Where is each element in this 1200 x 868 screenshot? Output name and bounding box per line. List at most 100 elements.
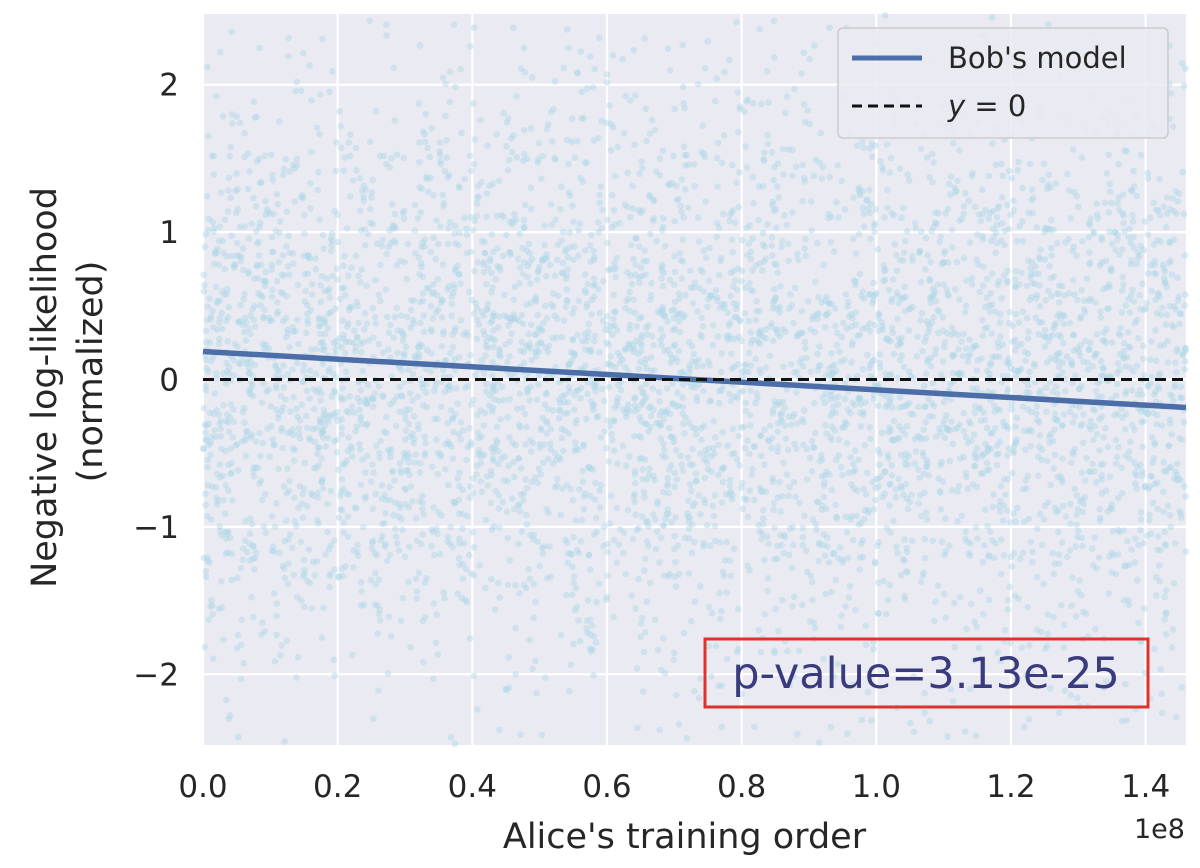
scatter-point [783, 471, 791, 479]
scatter-point [1156, 342, 1164, 350]
scatter-point [1020, 485, 1027, 493]
scatter-point [807, 572, 815, 579]
scatter-point [1089, 405, 1097, 413]
scatter-point [478, 357, 486, 364]
scatter-point [1133, 472, 1140, 479]
scatter-point [1050, 226, 1058, 233]
scatter-point [538, 340, 545, 347]
scatter-point [666, 181, 673, 189]
scatter-point [557, 456, 564, 463]
scatter-point [680, 629, 688, 637]
scatter-point [921, 535, 928, 543]
scatter-point [448, 443, 455, 451]
scatter-point [563, 481, 571, 489]
scatter-point [928, 400, 936, 407]
scatter-point [276, 229, 283, 237]
scatter-point [793, 368, 801, 376]
scatter-point [937, 506, 945, 513]
scatter-point [557, 206, 564, 213]
scatter-point [466, 635, 474, 642]
scatter-point [299, 192, 306, 199]
scatter-point [738, 337, 745, 345]
scatter-point [402, 486, 410, 493]
scatter-point [285, 53, 292, 60]
scatter-point [569, 309, 576, 317]
scatter-point [892, 493, 900, 501]
scatter-point [516, 508, 524, 515]
scatter-point [200, 554, 207, 562]
scatter-point [451, 230, 458, 237]
scatter-point [215, 261, 223, 269]
scatter-point [819, 163, 827, 171]
scatter-point [916, 248, 923, 255]
scatter-point [1027, 264, 1034, 272]
scatter-point [1067, 215, 1074, 222]
scatter-point [1127, 186, 1135, 194]
scatter-point [1049, 388, 1057, 396]
scatter-point [440, 589, 447, 596]
scatter-point [940, 398, 948, 406]
scatter-point [918, 228, 925, 235]
scatter-point [420, 328, 428, 336]
scatter-point [990, 233, 998, 241]
scatter-point [938, 260, 946, 268]
scatter-point [442, 466, 449, 473]
scatter-point [391, 477, 398, 485]
scatter-point [756, 307, 764, 315]
scatter-point [956, 594, 964, 601]
scatter-point [632, 605, 639, 612]
scatter-point [981, 325, 989, 332]
scatter-point [956, 217, 963, 224]
scatter-point [326, 583, 334, 591]
scatter-point [814, 239, 821, 247]
scatter-point [822, 371, 830, 379]
scatter-point [1182, 65, 1189, 72]
scatter-point [544, 420, 551, 427]
scatter-point [411, 249, 419, 257]
scatter-point [249, 543, 257, 550]
scatter-point [350, 327, 358, 334]
scatter-point [672, 354, 680, 362]
scatter-point [771, 397, 778, 405]
scatter-point [949, 353, 957, 360]
scatter-point [865, 205, 872, 213]
scatter-point [587, 648, 595, 655]
scatter-point [757, 649, 765, 656]
scatter-point [943, 286, 951, 294]
scatter-point [796, 499, 803, 507]
scatter-point [605, 383, 613, 391]
scatter-point [1134, 577, 1141, 584]
scatter-point [474, 706, 481, 713]
scatter-point [286, 168, 294, 175]
scatter-point [981, 416, 989, 424]
scatter-point [243, 433, 250, 440]
scatter-point [691, 182, 698, 190]
scatter-point [660, 416, 667, 423]
scatter-point [752, 355, 759, 363]
scatter-point [1154, 546, 1161, 554]
scatter-point [799, 541, 807, 549]
scatter-point [836, 544, 844, 551]
scatter-point [256, 219, 264, 227]
scatter-point [517, 731, 524, 738]
scatter-point [471, 371, 479, 379]
scatter-point [314, 494, 322, 501]
scatter-point [1090, 230, 1098, 237]
scatter-point [582, 247, 589, 254]
scatter-point [1111, 228, 1119, 236]
scatter-point [896, 404, 903, 411]
scatter-point [1152, 296, 1159, 304]
scatter-point [1050, 325, 1058, 332]
scatter-point [456, 482, 463, 490]
scatter-point [1168, 271, 1176, 278]
scatter-point [508, 330, 515, 338]
scatter-point [434, 651, 442, 658]
scatter-point [899, 556, 907, 563]
scatter-point [301, 211, 308, 219]
scatter-point [587, 631, 594, 638]
scatter-point [389, 224, 396, 232]
scatter-point [871, 220, 879, 227]
scatter-point [241, 130, 248, 137]
scatter-point [882, 403, 890, 411]
scatter-point [1073, 511, 1081, 519]
